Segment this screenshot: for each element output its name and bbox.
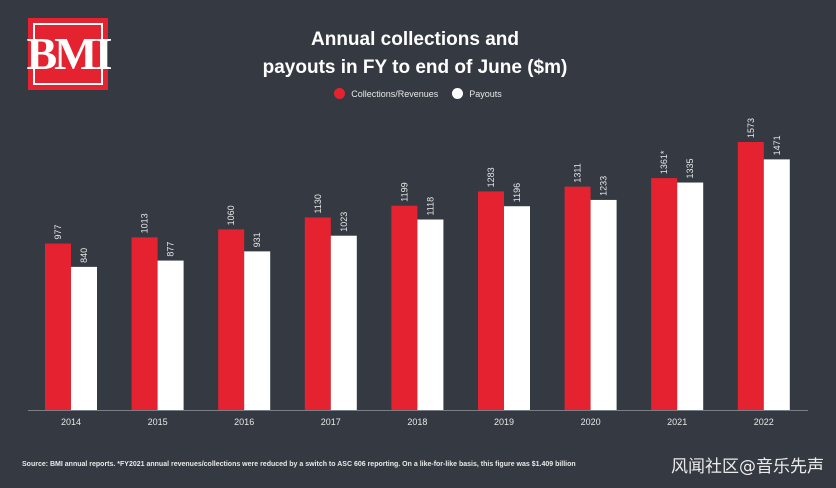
bar-payouts-2020: [590, 199, 617, 410]
x-tick-label-2018: 2018: [407, 417, 427, 427]
bar-payouts-2019: [504, 206, 530, 410]
data-label-payouts-2021: 1335: [685, 159, 695, 179]
data-label-collections-2022: 1573: [746, 118, 756, 138]
bar-payouts-2022: [763, 159, 790, 410]
data-label-payouts-2018: 1118: [425, 197, 435, 216]
bar-collections-2021: [651, 178, 678, 410]
bar-collections-2020: [564, 186, 591, 410]
bar-payouts-2021: [677, 182, 704, 410]
x-tick-label-2019: 2019: [494, 417, 514, 427]
data-label-payouts-2016: 931: [252, 232, 262, 247]
legend-item-payouts[interactable]: Payouts: [452, 88, 502, 99]
legend-label-payouts: Payouts: [469, 88, 502, 99]
bar-payouts-2014: [71, 266, 97, 410]
bar-collections-2019: [478, 191, 504, 410]
legend-swatch-payouts: [452, 88, 464, 99]
chart-title: Annual collections and payouts in FY to …: [190, 26, 640, 82]
x-tick-label-2015: 2015: [148, 417, 168, 427]
data-label-collections-2018: 1199: [399, 182, 409, 201]
bar-payouts-2015: [157, 260, 184, 410]
bar-payouts-2016: [244, 251, 271, 410]
bar-collections-2018: [391, 205, 418, 410]
data-label-collections-2021: 1361*: [659, 150, 669, 174]
bmi-logo-frame: BMI: [27, 23, 113, 85]
x-tick-label-2014: 2014: [61, 417, 81, 427]
data-label-payouts-2017: 1023: [339, 212, 349, 232]
bar-payouts-2017: [330, 235, 357, 410]
legend-item-collections[interactable]: Collections/Revenues: [334, 88, 438, 99]
bar-collections-2022: [737, 142, 764, 410]
data-label-payouts-2020: 1233: [599, 176, 609, 196]
x-tick-label-2016: 2016: [234, 417, 254, 427]
bar-payouts-2018: [417, 219, 444, 410]
x-tick-label-2017: 2017: [321, 417, 341, 427]
bar-collections-2017: [304, 217, 331, 410]
bmi-logo-text: BMI: [26, 28, 113, 79]
legend-label-collections: Collections/Revenues: [351, 88, 439, 99]
chart-legend: Collections/Revenues Payouts: [0, 88, 836, 99]
chart-title-line-1: Annual collections and: [311, 29, 519, 50]
watermark: 风闻社区@音乐先声: [671, 457, 824, 477]
chart-title-line-2: payouts in FY to end of June ($m): [262, 57, 568, 78]
bmi-logo: BMI: [27, 18, 113, 90]
x-tick-label-2022: 2022: [754, 417, 774, 427]
x-tick-label-2020: 2020: [581, 417, 601, 427]
x-tick-label-2021: 2021: [667, 417, 687, 427]
bar-collections-2016: [218, 229, 245, 410]
data-label-payouts-2022: 1471: [772, 135, 782, 155]
data-label-payouts-2015: 877: [166, 242, 176, 257]
data-label-collections-2015: 1013: [140, 213, 150, 233]
data-label-collections-2020: 1311: [573, 163, 583, 182]
data-label-collections-2016: 1060: [226, 205, 236, 225]
data-label-collections-2019: 1283: [486, 167, 496, 187]
bar-collections-2015: [131, 237, 158, 410]
legend-swatch-collections: [334, 88, 346, 99]
source-footnote: Source: BMI annual reports. *FY2021 annu…: [22, 461, 576, 468]
data-label-collections-2017: 1130: [313, 194, 323, 213]
data-label-payouts-2014: 840: [79, 248, 89, 263]
data-label-collections-2014: 977: [53, 225, 63, 240]
data-label-payouts-2019: 1196: [512, 183, 522, 202]
bar-collections-2014: [45, 243, 71, 410]
